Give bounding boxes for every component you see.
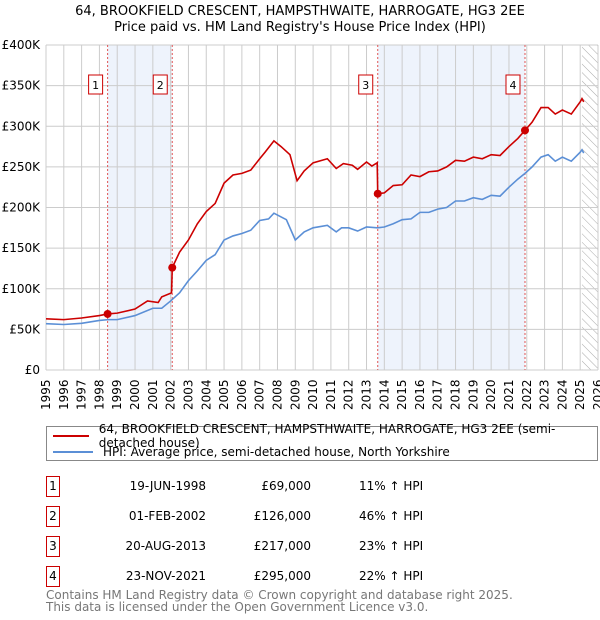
x-tick-label: 2007: [253, 379, 267, 410]
x-tick-label: 2004: [199, 379, 213, 410]
sale-number-badge: 1: [46, 476, 60, 497]
sale-row: 4 23-NOV-2021 £295,000 22% ↑ HPI: [46, 566, 446, 587]
sale-point: [168, 263, 177, 272]
x-tick-label: 2006: [235, 379, 249, 410]
x-tick-label: 1996: [57, 379, 71, 410]
x-tick-label: 2005: [217, 379, 231, 410]
x-tick-label: 2012: [342, 379, 356, 410]
footer: Contains HM Land Registry data © Crown c…: [46, 589, 513, 613]
x-tick-label: 2021: [502, 379, 516, 410]
price-chart: 1995 1996 1997 1998 1999 2000 2001 2002 2003 2004…: [2, 38, 600, 410]
x-tick-label: 2016: [413, 379, 427, 410]
sale-row: 1 19-JUN-1998 £69,000 11% ↑ HPI: [46, 476, 446, 497]
x-tick-label: 2025: [573, 379, 587, 410]
sale-marker-number: 4: [509, 79, 516, 92]
legend-swatch-blue: [53, 451, 93, 453]
x-tick-label: 2009: [288, 379, 302, 410]
y-tick-label: £300K: [2, 119, 42, 133]
sale-marker-box: [358, 74, 374, 95]
sale-hpi-diff: 22% ↑ HPI: [359, 569, 424, 583]
sale-price: £217,000: [253, 539, 311, 553]
legend-label: HPI: Average price, semi-detached house,…: [103, 445, 450, 459]
sale-row: 2 01-FEB-2002 £126,000 46% ↑ HPI: [46, 506, 446, 527]
x-tick-label: 1995: [39, 379, 53, 410]
x-tick-label: 2026: [591, 379, 600, 410]
y-tick-label: £350K: [2, 79, 42, 93]
sale-date: 01-FEB-2002: [128, 509, 206, 523]
legend-label: 64, BROOKFIELD CRESCENT, HAMPSTHWAITE, H…: [98, 422, 556, 450]
y-tick-label: £150K: [2, 241, 42, 255]
sale-date: 23-NOV-2021: [125, 569, 206, 583]
sale-hpi-diff: 46% ↑ HPI: [359, 509, 424, 523]
sale-price: £295,000: [253, 569, 311, 583]
legend: 64, BROOKFIELD CRESCENT, HAMPSTHWAITE, H…: [46, 422, 598, 461]
legend-item-hpi: HPI: Average price, semi-detached house,…: [53, 444, 450, 460]
y-tick-label: £50K: [9, 322, 41, 336]
chart-subtitle: Price paid vs. HM Land Registry's House …: [114, 20, 486, 35]
series-line: [45, 96, 585, 321]
sale-hpi-diff: 23% ↑ HPI: [359, 539, 424, 553]
sale-row: 3 20-AUG-2013 £217,000 23% ↑ HPI: [46, 536, 446, 557]
x-tick-label: 2011: [324, 379, 338, 410]
x-tick-label: 2013: [360, 379, 374, 410]
x-tick-label: 2014: [377, 379, 391, 410]
y-tick-label: £200K: [2, 201, 42, 215]
sale-hpi-diff: 11% ↑ HPI: [359, 479, 424, 493]
x-tick-label: 2001: [146, 379, 160, 410]
sale-price: £69,000: [261, 479, 311, 493]
x-tick-label: 2003: [181, 379, 195, 410]
chart-title: 64, BROOKFIELD CRESCENT, HAMPSTHWAITE, H…: [75, 4, 525, 19]
x-tick-label: 2010: [306, 379, 320, 410]
footer-line: Contains HM Land Registry data © Crown c…: [46, 588, 513, 602]
y-tick-label: £400K: [2, 38, 42, 52]
series-line: [45, 148, 585, 326]
sale-marker-number: 1: [92, 79, 99, 92]
sale-number-badge: 2: [46, 506, 60, 527]
sale-number-badge: 4: [46, 566, 60, 587]
x-tick-label: 2019: [466, 379, 480, 410]
sale-point: [373, 189, 382, 198]
x-tick-label: 2024: [555, 379, 569, 410]
sale-number-badge: 3: [46, 536, 60, 557]
sale-price: £126,000: [253, 509, 311, 523]
sale-date: 19-JUN-1998: [129, 479, 206, 493]
x-tick-label: 1997: [75, 379, 89, 410]
x-tick-label: 1999: [110, 379, 124, 410]
sale-marker-number: 3: [362, 79, 369, 92]
sale-point: [520, 126, 529, 135]
sale-point: [103, 309, 112, 318]
x-tick-label: 2020: [484, 379, 498, 410]
y-tick-label: £250K: [2, 160, 42, 174]
x-tick-label: 2008: [270, 379, 284, 410]
x-tick-label: 2015: [395, 379, 409, 410]
sale-marker-box: [505, 74, 521, 95]
sale-marker-number: 2: [157, 79, 164, 92]
y-tick-label: £0: [25, 363, 40, 377]
sale-date: 20-AUG-2013: [125, 539, 207, 553]
x-tick-label: 2022: [520, 379, 534, 410]
x-tick-label: 2000: [128, 379, 142, 410]
legend-item-property: 64, BROOKFIELD CRESCENT, HAMPSTHWAITE, H…: [53, 422, 597, 450]
sale-marker-box: [152, 74, 168, 95]
x-tick-label: 1998: [92, 379, 106, 410]
footer-line: This data is licensed under the Open Gov…: [46, 600, 429, 614]
y-tick-label: £100K: [2, 282, 42, 296]
x-tick-label: 2023: [538, 379, 552, 410]
sale-marker-box: [88, 74, 104, 95]
x-tick-label: 2017: [431, 379, 445, 410]
legend-swatch-red: [53, 435, 89, 437]
x-tick-label: 2002: [164, 379, 178, 410]
x-tick-label: 2018: [449, 379, 463, 410]
